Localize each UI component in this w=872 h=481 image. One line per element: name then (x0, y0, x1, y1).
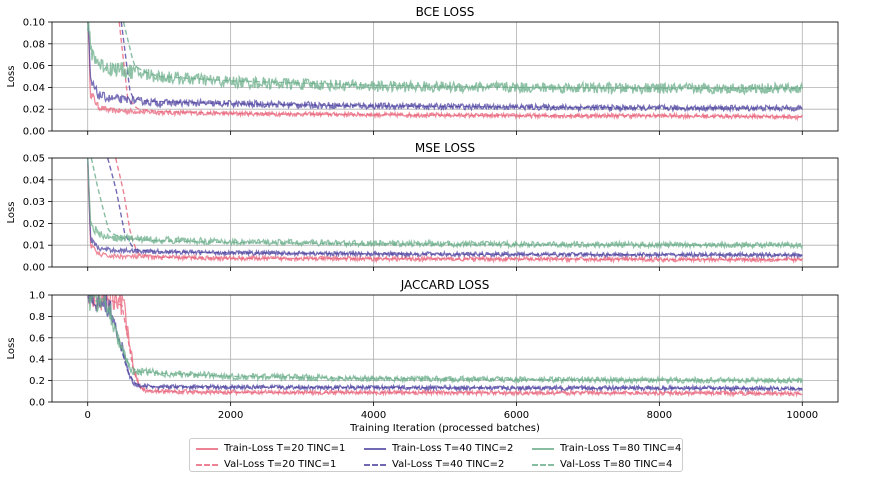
legend-label: Train-Loss T=40 TINC=2 (392, 443, 514, 454)
x-tick-label: 6000 (504, 410, 529, 421)
legend-label: Val-Loss T=20 TINC=1 (224, 459, 337, 470)
legend-swatch (364, 463, 386, 466)
series-val-loss-t-80-tinc-4 (122, 22, 801, 90)
series-group (87, 158, 803, 265)
legend-item-train-loss-t-80-tinc-4: Train-Loss T=80 TINC=4 (532, 441, 682, 456)
panel-mse-loss: 0.00 0.01 0.02 0.03 0.04 0.05 MSE LOSS Loss (6, 141, 839, 274)
legend-label: Train-Loss T=80 TINC=4 (560, 443, 682, 454)
axes-frame (51, 157, 839, 268)
panel-title: JACCARD LOSS (400, 278, 490, 292)
series-train-loss-t-80-tinc-4 (87, 158, 803, 251)
y-tick-label: 0.0 (29, 398, 45, 409)
series-train-loss-t-20-tinc-1 (87, 295, 803, 398)
x-tick-label: 2000 (218, 410, 243, 421)
axes-frame (51, 21, 839, 132)
y-tick-label: 0.8 (29, 312, 45, 323)
legend-item-val-loss-t-20-tinc-1: Val-Loss T=20 TINC=1 (196, 457, 364, 472)
series-val-loss-t-80-tinc-4 (87, 298, 803, 382)
y-tick-label: 0.00 (23, 263, 45, 274)
y-tick-label: 0.02 (23, 219, 45, 230)
x-tick-label: 8000 (647, 410, 672, 421)
legend-item-val-loss-t-80-tinc-4: Val-Loss T=80 TINC=4 (532, 457, 682, 472)
series-val-loss-t-40-tinc-2 (107, 158, 803, 256)
y-tick-label: 0.2 (29, 376, 45, 387)
legend-label: Val-Loss T=40 TINC=2 (392, 459, 505, 470)
y-tick-label: 0.6 (29, 333, 45, 344)
y-tick-label: 0.4 (29, 355, 45, 366)
legend-item-train-loss-t-20-tinc-1: Train-Loss T=20 TINC=1 (196, 441, 364, 456)
y-axis-label: Loss (6, 338, 17, 360)
y-axis-label: Loss (6, 202, 17, 224)
series-val-loss-t-20-tinc-1 (114, 158, 802, 261)
y-axis-label: Loss (6, 66, 17, 88)
y-tick-label: 0.02 (23, 105, 45, 116)
legend-label: Train-Loss T=20 TINC=1 (224, 443, 346, 454)
panel-bce-loss: 0.00 0.02 0.04 0.06 0.08 0.10 BCE LOSS Loss (6, 5, 839, 138)
series-val-loss-t-40-tinc-2 (87, 298, 803, 390)
y-tick-label: 1.0 (29, 291, 45, 302)
y-tick-label: 0.06 (23, 61, 45, 72)
legend-swatch (532, 447, 554, 450)
series-train-loss-t-20-tinc-1 (87, 163, 803, 265)
x-tick-label: 0 (85, 410, 91, 421)
y-tick-label: 0.05 (23, 154, 45, 165)
series-train-loss-t-80-tinc-4 (88, 295, 803, 385)
series-val-loss-t-20-tinc-1 (87, 297, 803, 395)
x-tick-label: 10000 (786, 410, 818, 421)
y-tick-label: 0.08 (23, 39, 45, 50)
legend-swatch (364, 447, 386, 450)
series-val-loss-t-40-tinc-2 (120, 22, 802, 109)
x-tick-label: 4000 (361, 410, 386, 421)
panel-title: BCE LOSS (416, 5, 475, 19)
series-group (87, 295, 803, 398)
legend-label: Val-Loss T=80 TINC=4 (560, 459, 673, 470)
y-tick-label: 0.04 (23, 175, 45, 186)
y-tick-label: 0.01 (23, 241, 45, 252)
legend-grid: Train-Loss T=20 TINC=1 Train-Loss T=40 TI… (196, 441, 682, 472)
x-axis-label: Training Iteration (processed batches) (349, 423, 540, 434)
panel-jaccard-loss: 0.0 0.2 0.4 0.6 0.8 1.0 0 2000 4000 6000 8000 10000… (6, 278, 839, 421)
y-tick-label: 0.04 (23, 83, 45, 94)
legend-swatch (196, 463, 218, 466)
panel-title: MSE LOSS (415, 141, 475, 155)
series-val-loss-t-80-tinc-4 (90, 158, 801, 246)
y-tick-label: 0.03 (23, 197, 45, 208)
y-tick-label: 0.10 (23, 18, 45, 29)
legend-item-val-loss-t-40-tinc-2: Val-Loss T=40 TINC=2 (364, 457, 532, 472)
legend-swatch (532, 463, 554, 466)
series-train-loss-t-80-tinc-4 (87, 22, 803, 96)
legend-item-train-loss-t-40-tinc-2: Train-Loss T=40 TINC=2 (364, 441, 532, 456)
legend-swatch (196, 447, 218, 450)
chart-legend: Train-Loss T=20 TINC=1 Train-Loss T=40 TI… (189, 438, 683, 472)
y-tick-label: 0.00 (23, 127, 45, 138)
series-val-loss-t-20-tinc-1 (118, 22, 803, 118)
series-group (87, 22, 803, 122)
axes-frame (51, 294, 839, 403)
